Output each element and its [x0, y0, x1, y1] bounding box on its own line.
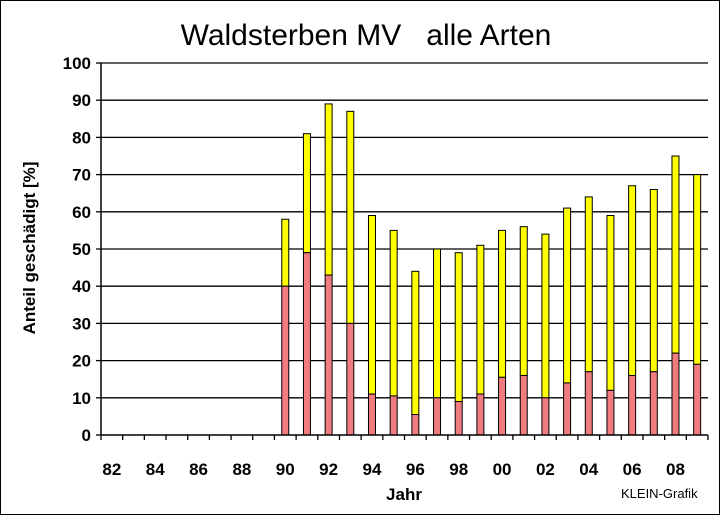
y-axis-label: Anteil geschädigt [%]: [20, 161, 39, 335]
bar-strong-damage-segment: [433, 397, 442, 436]
bar-total-segment: [324, 103, 333, 276]
bar-strong-damage-segment: [606, 389, 615, 436]
x-tick-label: 96: [406, 460, 425, 479]
bar-total-segment: [302, 133, 311, 254]
x-axis-label: Jahr: [386, 485, 422, 504]
bar-total-segment: [693, 174, 702, 365]
y-tick-label: 60: [72, 203, 91, 222]
x-tick-label: 98: [449, 460, 468, 479]
bar-strong-damage-segment: [346, 322, 355, 436]
x-tick-label: 02: [536, 460, 555, 479]
bar-strong-damage-segment: [541, 397, 550, 436]
y-tick-label: 0: [82, 426, 91, 445]
bar-total-segment: [519, 226, 528, 376]
bar-total-segment: [671, 155, 680, 354]
y-tick-label: 40: [72, 277, 91, 296]
y-tick-label: 20: [72, 352, 91, 371]
y-tick-label: 50: [72, 240, 91, 259]
x-tick-label: 82: [102, 460, 121, 479]
bar-strong-damage-segment: [628, 374, 637, 436]
x-tick-label: 08: [666, 460, 685, 479]
y-tick-label: 70: [72, 166, 91, 185]
bar-total-segment: [476, 244, 485, 395]
bar-total-segment: [541, 233, 550, 399]
bar-total-segment: [606, 215, 615, 391]
x-tick-label: 00: [493, 460, 512, 479]
x-tick-label: 04: [579, 460, 598, 479]
bar-strong-damage-segment: [519, 374, 528, 436]
credit-label: KLEIN-Grafik: [621, 486, 698, 501]
bar-strong-damage-segment: [649, 371, 658, 436]
y-tick-label: 30: [72, 314, 91, 333]
x-tick-label: 88: [232, 460, 251, 479]
bar-strong-damage-segment: [281, 285, 290, 436]
bar-total-segment: [281, 218, 290, 287]
bar-strong-damage-segment: [671, 352, 680, 436]
bar-strong-damage-segment: [324, 274, 333, 436]
bar-strong-damage-segment: [584, 371, 593, 436]
bar-total-segment: [454, 252, 463, 403]
bar-strong-damage-segment: [411, 414, 420, 436]
bar-total-segment: [584, 196, 593, 373]
bar-strong-damage-segment: [476, 393, 485, 436]
y-tick-label: 10: [72, 389, 91, 408]
bar-total-segment: [411, 270, 420, 416]
bar-strong-damage-segment: [498, 376, 507, 436]
bar-strong-damage-segment: [367, 393, 376, 436]
bar-total-segment: [649, 188, 658, 373]
bar-strong-damage-segment: [302, 252, 311, 436]
chart-title: Waldsterben MV alle Arten: [180, 19, 552, 52]
y-tick-label: 80: [72, 128, 91, 147]
x-tick-label: 84: [146, 460, 165, 479]
bar-total-segment: [346, 110, 355, 324]
bar-total-segment: [498, 229, 507, 378]
bar-strong-damage-segment: [454, 401, 463, 436]
bar-total-segment: [389, 229, 398, 397]
y-tick-label: 90: [72, 91, 91, 110]
bar-strong-damage-segment: [389, 395, 398, 436]
x-tick-label: 90: [276, 460, 295, 479]
bar-total-segment: [433, 248, 442, 399]
bar-strong-damage-segment: [693, 363, 702, 436]
x-tick-label: 94: [363, 460, 382, 479]
bar-total-segment: [563, 207, 572, 384]
x-tick-label: 06: [623, 460, 642, 479]
x-tick-label: 86: [189, 460, 208, 479]
bar-total-segment: [367, 215, 376, 395]
bar-total-segment: [628, 185, 637, 376]
bar-strong-damage-segment: [563, 382, 572, 436]
y-tick-label: 100: [63, 54, 91, 73]
x-tick-label: 92: [319, 460, 338, 479]
